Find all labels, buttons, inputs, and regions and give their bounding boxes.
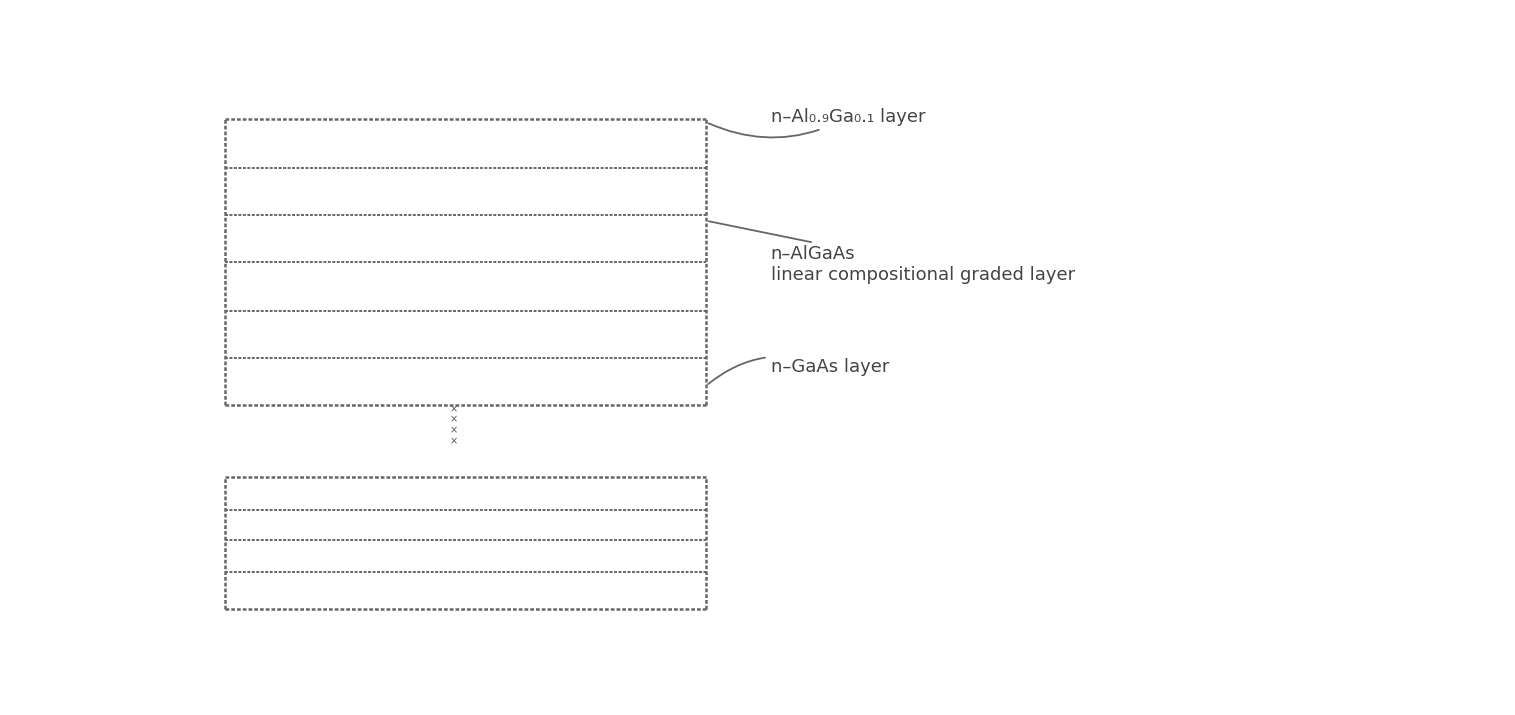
Text: ×: ×: [450, 414, 458, 424]
Text: n–AlGaAs
linear compositional graded layer: n–AlGaAs linear compositional graded lay…: [709, 221, 1074, 285]
Text: n–GaAs layer: n–GaAs layer: [708, 358, 889, 384]
Text: n–Al₀.₉Ga₀.₁ layer: n–Al₀.₉Ga₀.₁ layer: [709, 108, 926, 137]
Text: ×: ×: [450, 425, 458, 435]
Text: ×: ×: [450, 436, 458, 446]
Text: ×: ×: [450, 404, 458, 414]
